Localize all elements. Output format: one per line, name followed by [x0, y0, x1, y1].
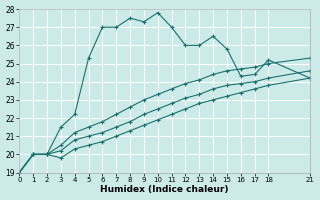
- X-axis label: Humidex (Indice chaleur): Humidex (Indice chaleur): [100, 185, 229, 194]
